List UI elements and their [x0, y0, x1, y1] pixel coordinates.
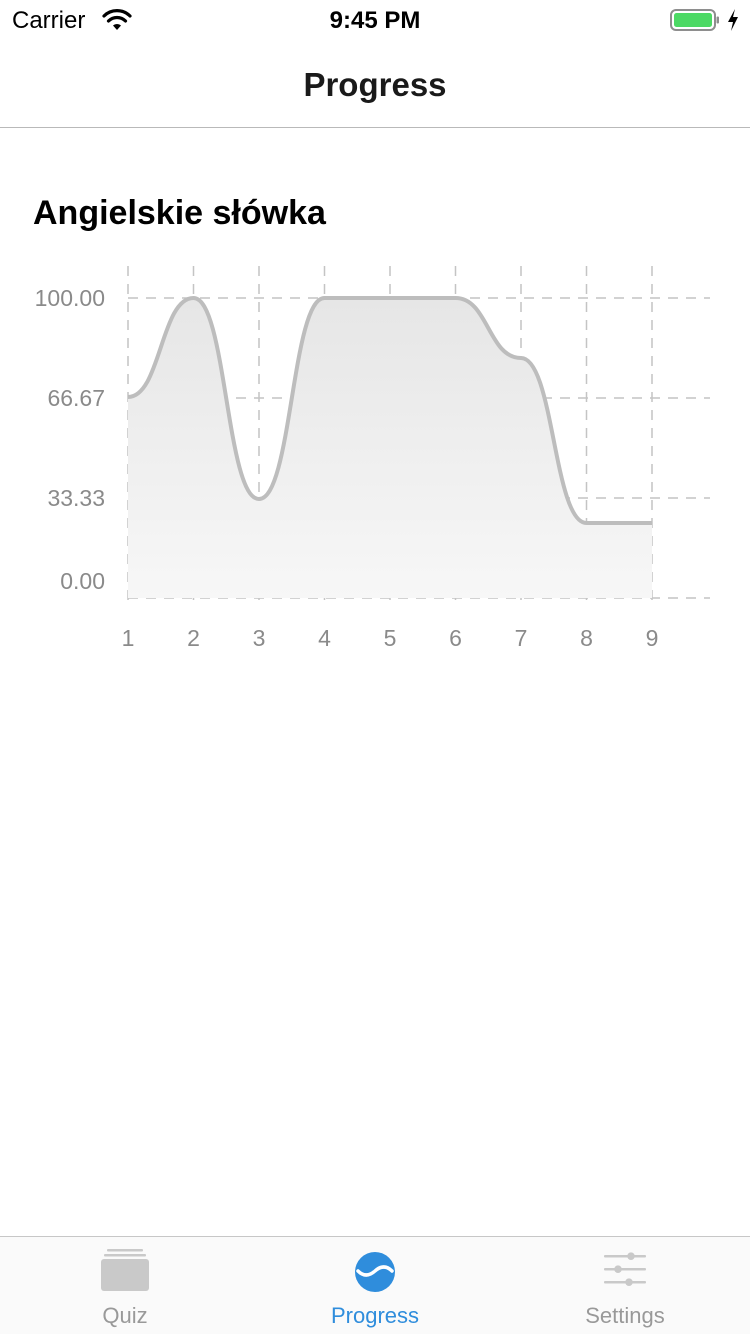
x-tick-label: 3	[253, 625, 266, 651]
x-tick-label: 6	[449, 625, 462, 651]
x-tick-label: 8	[580, 625, 593, 651]
x-tick-label: 9	[646, 625, 659, 651]
chart-line	[127, 295, 652, 526]
tab-quiz[interactable]: Quiz	[0, 1237, 250, 1334]
y-tick-label: 0.00	[60, 568, 105, 594]
x-tick-label: 1	[122, 625, 135, 651]
y-tick-label: 100.00	[35, 285, 105, 311]
tab-settings-label: Settings	[585, 1303, 665, 1328]
status-bar: Carrier 9:45 PM	[0, 0, 750, 40]
wifi-icon	[102, 9, 132, 30]
chart-area-fill	[128, 298, 652, 598]
progress-chart: 100.00 66.67 33.33 0.00 1 2 3 4 5 6 7 8 9	[35, 266, 710, 651]
page-title: Progress	[303, 66, 447, 103]
tab-progress-label: Progress	[330, 1303, 420, 1328]
x-tick-label: 4	[318, 625, 331, 651]
chart-title: Angielskie słówka	[33, 194, 326, 232]
tab-bar: Quiz Progress Settings	[0, 1236, 750, 1334]
x-tick-label: 5	[384, 625, 397, 651]
progress-wave-icon	[355, 1252, 395, 1292]
x-tick-label: 7	[515, 625, 528, 651]
y-tick-label: 33.33	[47, 485, 105, 511]
battery-icon	[670, 9, 719, 31]
navigation-bar: Progress	[0, 40, 750, 128]
x-tick-label: 2	[187, 625, 200, 651]
tab-settings[interactable]: Settings	[500, 1237, 750, 1334]
y-tick-label: 66.67	[47, 385, 105, 411]
tab-progress[interactable]: Progress	[250, 1237, 500, 1334]
carrier-label: Carrier	[12, 7, 86, 34]
tab-quiz-label: Quiz	[102, 1303, 148, 1328]
quiz-cards-icon	[101, 1249, 149, 1291]
charging-bolt-icon	[728, 9, 738, 31]
settings-sliders-icon	[604, 1252, 646, 1286]
status-time: 9:45 PM	[329, 7, 421, 34]
